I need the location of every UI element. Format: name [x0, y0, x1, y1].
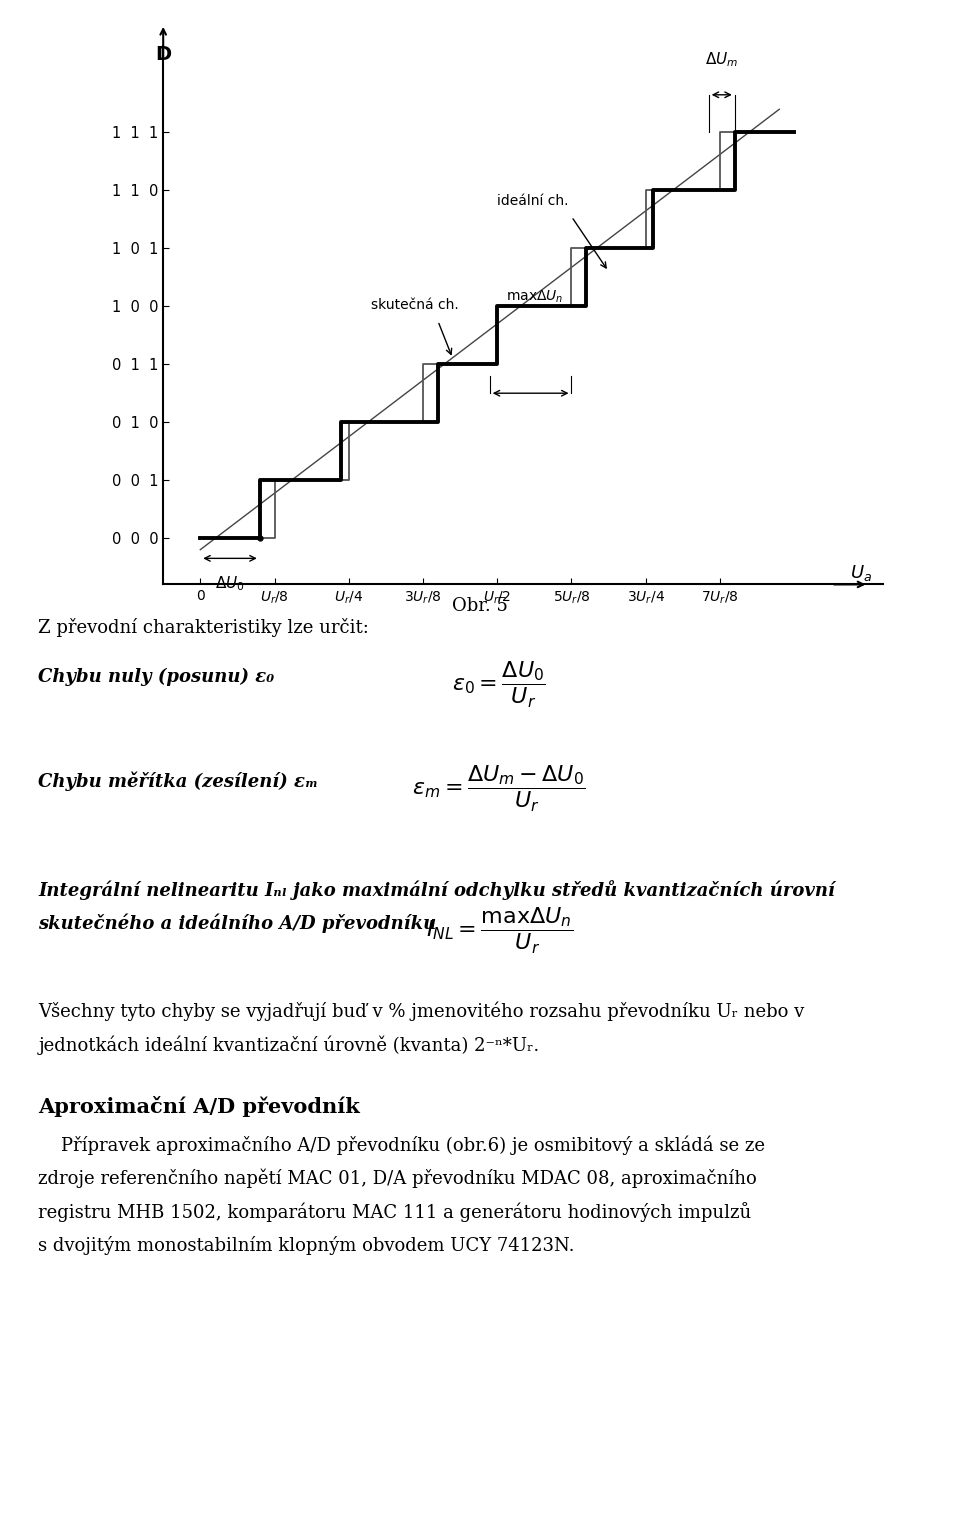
Text: $\varepsilon_0 = \dfrac{\Delta U_0}{U_r}$: $\varepsilon_0 = \dfrac{\Delta U_0}{U_r}…: [452, 660, 546, 710]
Text: jednotkách ideální kvantizační úrovně (kvanta) 2⁻ⁿ*Uᵣ.: jednotkách ideální kvantizační úrovně (k…: [38, 1035, 540, 1055]
Text: Z převodní charakteristiky lze určit:: Z převodní charakteristiky lze určit:: [38, 618, 370, 638]
Text: Obr. 5: Obr. 5: [452, 597, 508, 615]
Text: $\max \Delta U_n$: $\max \Delta U_n$: [506, 288, 563, 305]
Text: D: D: [156, 44, 171, 64]
Text: s dvojitým monostabilním klopným obvodem UCY 74123N.: s dvojitým monostabilním klopným obvodem…: [38, 1236, 575, 1255]
Text: Chybu měřítka (zesílení) εₘ: Chybu měřítka (zesílení) εₘ: [38, 771, 319, 791]
Text: Všechny tyto chyby se vyjadřují buď v % jmenovitého rozsahu převodníku Uᵣ nebo v: Všechny tyto chyby se vyjadřují buď v % …: [38, 1002, 804, 1022]
Text: $\varepsilon_m = \dfrac{\Delta U_m - \Delta U_0}{U_r}$: $\varepsilon_m = \dfrac{\Delta U_m - \De…: [413, 764, 586, 814]
Text: Přípravek aproximačního A/D převodníku (obr.6) je osmibitový a skládá se ze: Přípravek aproximačního A/D převodníku (…: [38, 1135, 765, 1155]
Text: $\Delta U_m$: $\Delta U_m$: [705, 50, 738, 68]
Text: Aproximační A/D převodník: Aproximační A/D převodník: [38, 1096, 360, 1117]
Text: $I_{NL} = \dfrac{\max \Delta U_n}{U_r}$: $I_{NL} = \dfrac{\max \Delta U_n}{U_r}$: [425, 906, 573, 956]
Text: skutečného a ideálního A/D převodníku: skutečného a ideálního A/D převodníku: [38, 914, 437, 934]
Text: Integrální nelinearitu Iₙₗ jako maximální odchylku středů kvantizačních úrovní: Integrální nelinearitu Iₙₗ jako maximáln…: [38, 880, 835, 900]
Text: skutečná ch.: skutečná ch.: [371, 298, 459, 313]
Text: $U_a$: $U_a$: [850, 563, 872, 583]
Text: zdroje referenčního napětí MAC 01, D/A převodníku MDAC 08, aproximačního: zdroje referenčního napětí MAC 01, D/A p…: [38, 1169, 757, 1189]
Text: Chybu nuly (posunu) ε₀: Chybu nuly (posunu) ε₀: [38, 668, 275, 686]
Text: registru MHB 1502, komparátoru MAC 111 a generátoru hodinových impulzů: registru MHB 1502, komparátoru MAC 111 a…: [38, 1202, 752, 1222]
Text: $\Delta U_0$: $\Delta U_0$: [215, 574, 245, 592]
Text: ideální ch.: ideální ch.: [497, 194, 568, 208]
